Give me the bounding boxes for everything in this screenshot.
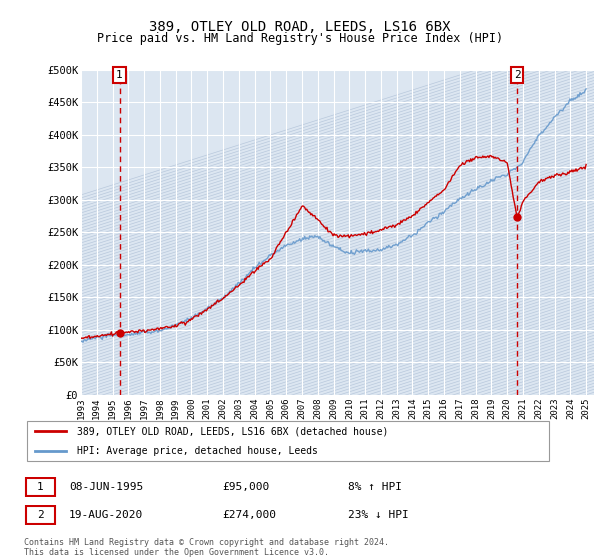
Text: 1: 1 <box>37 482 44 492</box>
Text: 2: 2 <box>37 510 44 520</box>
Text: 8% ↑ HPI: 8% ↑ HPI <box>348 482 402 492</box>
FancyBboxPatch shape <box>26 478 55 496</box>
Text: £95,000: £95,000 <box>222 482 269 492</box>
Text: 1: 1 <box>116 70 123 80</box>
Text: Price paid vs. HM Land Registry's House Price Index (HPI): Price paid vs. HM Land Registry's House … <box>97 32 503 45</box>
FancyBboxPatch shape <box>26 421 550 461</box>
Text: 389, OTLEY OLD ROAD, LEEDS, LS16 6BX: 389, OTLEY OLD ROAD, LEEDS, LS16 6BX <box>149 20 451 34</box>
Text: 08-JUN-1995: 08-JUN-1995 <box>69 482 143 492</box>
Text: 2: 2 <box>514 70 521 80</box>
Text: Contains HM Land Registry data © Crown copyright and database right 2024.
This d: Contains HM Land Registry data © Crown c… <box>24 538 389 557</box>
FancyBboxPatch shape <box>26 506 55 524</box>
Text: 23% ↓ HPI: 23% ↓ HPI <box>348 510 409 520</box>
Text: HPI: Average price, detached house, Leeds: HPI: Average price, detached house, Leed… <box>77 446 317 456</box>
Text: £274,000: £274,000 <box>222 510 276 520</box>
Text: 19-AUG-2020: 19-AUG-2020 <box>69 510 143 520</box>
Text: 389, OTLEY OLD ROAD, LEEDS, LS16 6BX (detached house): 389, OTLEY OLD ROAD, LEEDS, LS16 6BX (de… <box>77 426 388 436</box>
